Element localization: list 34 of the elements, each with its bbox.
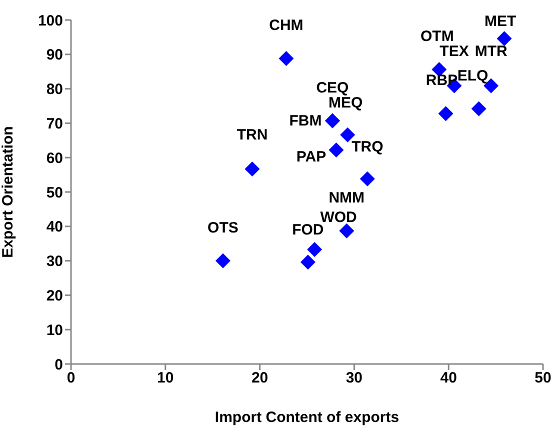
data-label: CEQ <box>316 79 350 96</box>
data-label: PAP <box>296 148 326 166</box>
y-tick-label: 60 <box>46 150 63 167</box>
y-tick-label: 20 <box>46 288 63 305</box>
y-tick-label: 100 <box>38 12 63 30</box>
data-label: CHM <box>269 17 304 34</box>
x-tick-label: 0 <box>66 370 76 387</box>
y-tick-label: 50 <box>46 184 63 202</box>
x-tick-label: 20 <box>251 370 268 387</box>
data-label: NMM <box>328 189 365 206</box>
x-tick-label: 40 <box>440 370 457 387</box>
y-tick-label: 90 <box>46 46 63 64</box>
data-label: TRQ <box>352 138 384 156</box>
data-label: RBP <box>426 72 458 90</box>
data-label: ELQ <box>457 67 489 84</box>
y-tick-label: 0 <box>54 356 63 374</box>
data-label: FBM <box>289 112 322 130</box>
data-label: MET <box>484 13 516 30</box>
y-tick-label: 30 <box>46 253 63 270</box>
y-tick-label: 40 <box>46 218 63 236</box>
data-label: TEX <box>440 43 469 60</box>
x-axis-title: Import Content of exports <box>214 409 400 426</box>
x-tick-label: 50 <box>534 370 552 387</box>
y-tick-label: 80 <box>46 81 63 98</box>
data-label: OTM <box>420 28 454 46</box>
data-label: MTR <box>474 43 508 60</box>
y-tick-label: 70 <box>46 116 63 133</box>
x-tick-label: 30 <box>346 370 363 387</box>
y-axis-title: Export Orientation <box>0 126 16 258</box>
data-label: MEQ <box>328 94 364 112</box>
y-tick-label: 10 <box>46 322 63 339</box>
data-label: OTS <box>208 219 238 236</box>
data-label: TRN <box>236 126 268 144</box>
x-tick-label: 10 <box>157 370 174 387</box>
